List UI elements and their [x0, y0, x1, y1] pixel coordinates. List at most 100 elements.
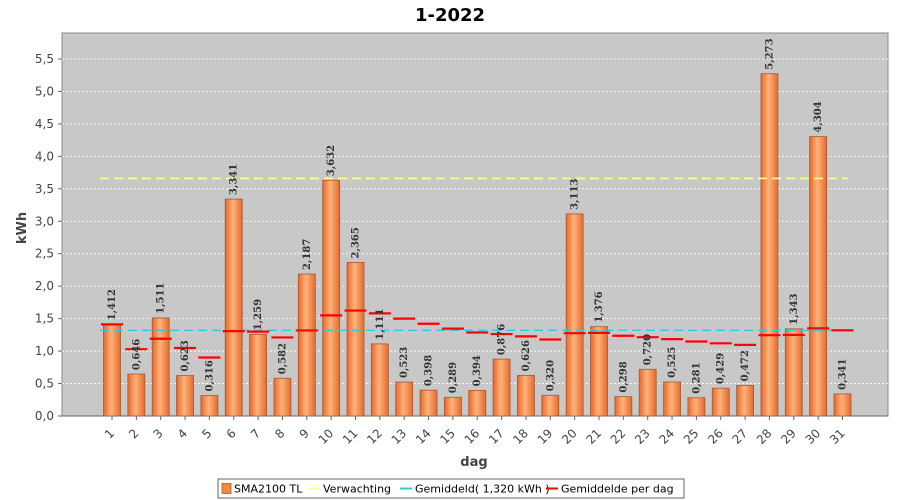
x-tick-label: 26	[705, 426, 726, 447]
x-tick-label: 22	[608, 426, 629, 447]
bar-value-label: 0,472	[740, 350, 751, 381]
legend-swatch	[221, 483, 232, 494]
bar-day-5	[200, 395, 219, 417]
bar-value-label: 1,343	[789, 293, 800, 324]
y-tick-label: 3,0	[35, 214, 54, 228]
legend-item-label: Verwachting	[323, 483, 391, 496]
x-tick-label: 29	[778, 426, 799, 447]
legend-item-label: Gemiddelde per dag	[561, 483, 674, 496]
bar-day-27	[736, 384, 754, 417]
bar-day-31	[833, 393, 852, 417]
bar-value-label: 0,398	[424, 355, 435, 386]
x-tick-label: 28	[754, 426, 775, 447]
x-tick-label: 27	[730, 426, 751, 447]
bar-day-15	[443, 396, 462, 417]
bar-value-label: 0,394	[472, 355, 483, 386]
bar-day-6	[224, 198, 243, 417]
x-tick-label: 13	[389, 426, 410, 447]
x-tick-label: 23	[632, 426, 653, 447]
bar-day-13	[395, 381, 414, 417]
x-tick-label: 1	[102, 426, 117, 441]
bar-value-label: 1,259	[253, 299, 264, 330]
x-tick-label: 18	[510, 426, 531, 447]
bar-value-label: 0,626	[521, 340, 532, 371]
x-tick-label: 4	[175, 426, 190, 441]
x-tick-label: 16	[462, 426, 483, 447]
x-tick-label: 8	[272, 426, 287, 441]
x-tick-label: 24	[656, 426, 677, 447]
y-tick-label: 4,0	[35, 149, 54, 163]
x-tick-label: 31	[827, 426, 848, 447]
bar-day-18	[517, 374, 535, 417]
x-tick-label: 19	[535, 426, 556, 447]
bar-day-28	[760, 73, 779, 417]
bar-value-label: 0,341	[838, 359, 849, 390]
bar-day-20	[565, 213, 584, 417]
x-tick-label: 25	[681, 426, 702, 447]
legend-item-label: Gemiddeld( 1,320 kWh )	[415, 483, 550, 496]
bar-day-21	[590, 326, 608, 417]
bar-day-25	[687, 397, 706, 417]
y-tick-label: 0,0	[35, 409, 54, 423]
bar-value-label: 0,876	[497, 324, 508, 355]
bar-value-label: 0,623	[180, 340, 191, 371]
y-tick-label: 2,0	[35, 279, 54, 293]
y-tick-label: 2,5	[35, 247, 54, 261]
y-tick-label: 1,0	[35, 344, 54, 358]
bar-value-label: 5,273	[764, 38, 775, 69]
bar-day-10	[322, 179, 341, 417]
bar-value-label: 0,525	[667, 347, 678, 378]
bar-day-26	[711, 387, 730, 417]
x-axis-title: dag	[460, 455, 487, 470]
bar-day-9	[297, 273, 316, 417]
bar-day-14	[419, 389, 438, 417]
bar-value-label: 1,511	[156, 283, 167, 314]
x-tick-label: 7	[248, 426, 263, 441]
x-tick-label: 14	[413, 426, 434, 447]
bar-day-7	[249, 333, 268, 417]
bar-value-label: 4,304	[813, 101, 824, 132]
x-tick-label: 20	[559, 426, 580, 447]
y-tick-label: 4,5	[35, 117, 54, 131]
bar-value-label: 0,281	[691, 362, 702, 393]
x-tick-label: 2	[126, 426, 141, 441]
x-tick-label: 30	[803, 426, 824, 447]
bar-value-label: 1,376	[594, 291, 605, 322]
bar-value-label: 2,365	[351, 227, 362, 258]
x-tick-label: 12	[364, 426, 385, 447]
bar-day-23	[638, 368, 657, 417]
bar-value-label: 2,187	[302, 239, 313, 270]
y-tick-label: 3,5	[35, 182, 54, 196]
y-tick-label: 0,5	[35, 377, 54, 391]
x-tick-label: 9	[297, 426, 312, 441]
x-tick-label: 6	[224, 426, 239, 441]
x-tick-label: 5	[199, 426, 214, 441]
y-tick-label: 5,5	[35, 52, 54, 66]
bar-day-4	[176, 375, 194, 417]
bar-day-2	[127, 373, 146, 417]
bar-value-label: 0,298	[618, 361, 629, 392]
bar-value-label: 0,523	[399, 347, 410, 378]
bar-value-label: 1,111	[375, 309, 386, 340]
y-axis-title: kWh	[15, 212, 30, 244]
bar-value-label: 0,316	[204, 360, 215, 391]
bar-value-label: 0,720	[643, 334, 654, 365]
bar-value-label: 0,582	[277, 343, 288, 374]
bar-day-29	[784, 328, 803, 417]
x-tick-label: 17	[486, 426, 507, 447]
bar-day-3	[151, 317, 170, 417]
x-tick-label: 15	[437, 426, 458, 447]
bar-value-label: 0,289	[448, 362, 459, 393]
plot-area	[61, 32, 889, 417]
bar-day-17	[492, 358, 511, 417]
bar-value-label: 0,320	[545, 360, 556, 391]
chart-title: 1-2022	[415, 5, 485, 26]
bar-value-label: 0,646	[131, 339, 142, 370]
bar-day-11	[346, 262, 365, 417]
legend-item-label: SMA2100 TL	[234, 483, 303, 496]
y-tick-label: 5,0	[35, 84, 54, 98]
bar-value-label: 0,429	[716, 353, 727, 384]
bar-day-16	[468, 390, 487, 417]
bar-day-24	[663, 381, 681, 417]
